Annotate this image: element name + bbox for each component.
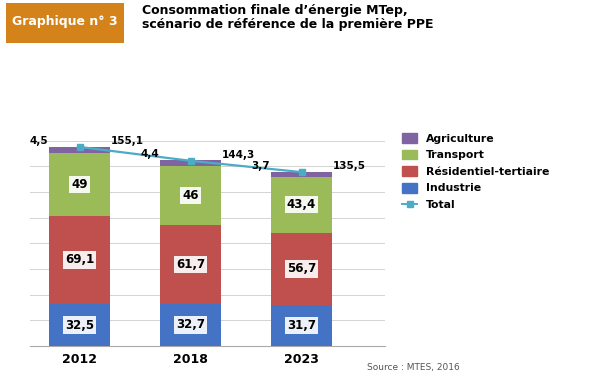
Bar xyxy=(160,225,221,304)
Text: 4,4: 4,4 xyxy=(140,149,159,159)
Text: 56,7: 56,7 xyxy=(287,262,316,275)
Text: 61,7: 61,7 xyxy=(176,258,205,271)
Bar xyxy=(160,304,221,346)
Bar xyxy=(49,215,110,304)
Bar xyxy=(160,160,221,166)
Bar xyxy=(271,305,332,346)
Bar xyxy=(49,153,110,215)
Text: 32,5: 32,5 xyxy=(65,318,94,332)
Bar xyxy=(271,172,332,177)
Bar xyxy=(49,147,110,153)
Text: 135,5: 135,5 xyxy=(333,161,366,171)
Text: 32,7: 32,7 xyxy=(176,318,205,332)
Text: scénario de référence de la première PPE: scénario de référence de la première PPE xyxy=(142,18,433,31)
Text: Consommation finale d’énergie MTep,: Consommation finale d’énergie MTep, xyxy=(142,4,408,17)
Bar xyxy=(271,177,332,232)
Text: 43,4: 43,4 xyxy=(287,198,316,211)
FancyBboxPatch shape xyxy=(6,3,124,43)
Text: Graphique n° 3: Graphique n° 3 xyxy=(12,15,118,28)
Text: 155,1: 155,1 xyxy=(111,136,144,146)
Legend: Agriculture, Transport, Résidentiel-tertiaire, Industrie, Total: Agriculture, Transport, Résidentiel-tert… xyxy=(402,133,549,210)
Text: 31,7: 31,7 xyxy=(287,319,316,332)
Text: 4,5: 4,5 xyxy=(29,136,48,146)
Text: 3,7: 3,7 xyxy=(251,161,270,171)
Text: 46: 46 xyxy=(182,189,199,202)
Text: 69,1: 69,1 xyxy=(65,253,94,267)
Bar xyxy=(160,166,221,225)
Bar xyxy=(271,232,332,305)
Bar xyxy=(49,304,110,346)
Text: 144,3: 144,3 xyxy=(223,150,256,159)
Text: 49: 49 xyxy=(71,177,88,191)
Text: Source : MTES, 2016: Source : MTES, 2016 xyxy=(367,363,460,372)
